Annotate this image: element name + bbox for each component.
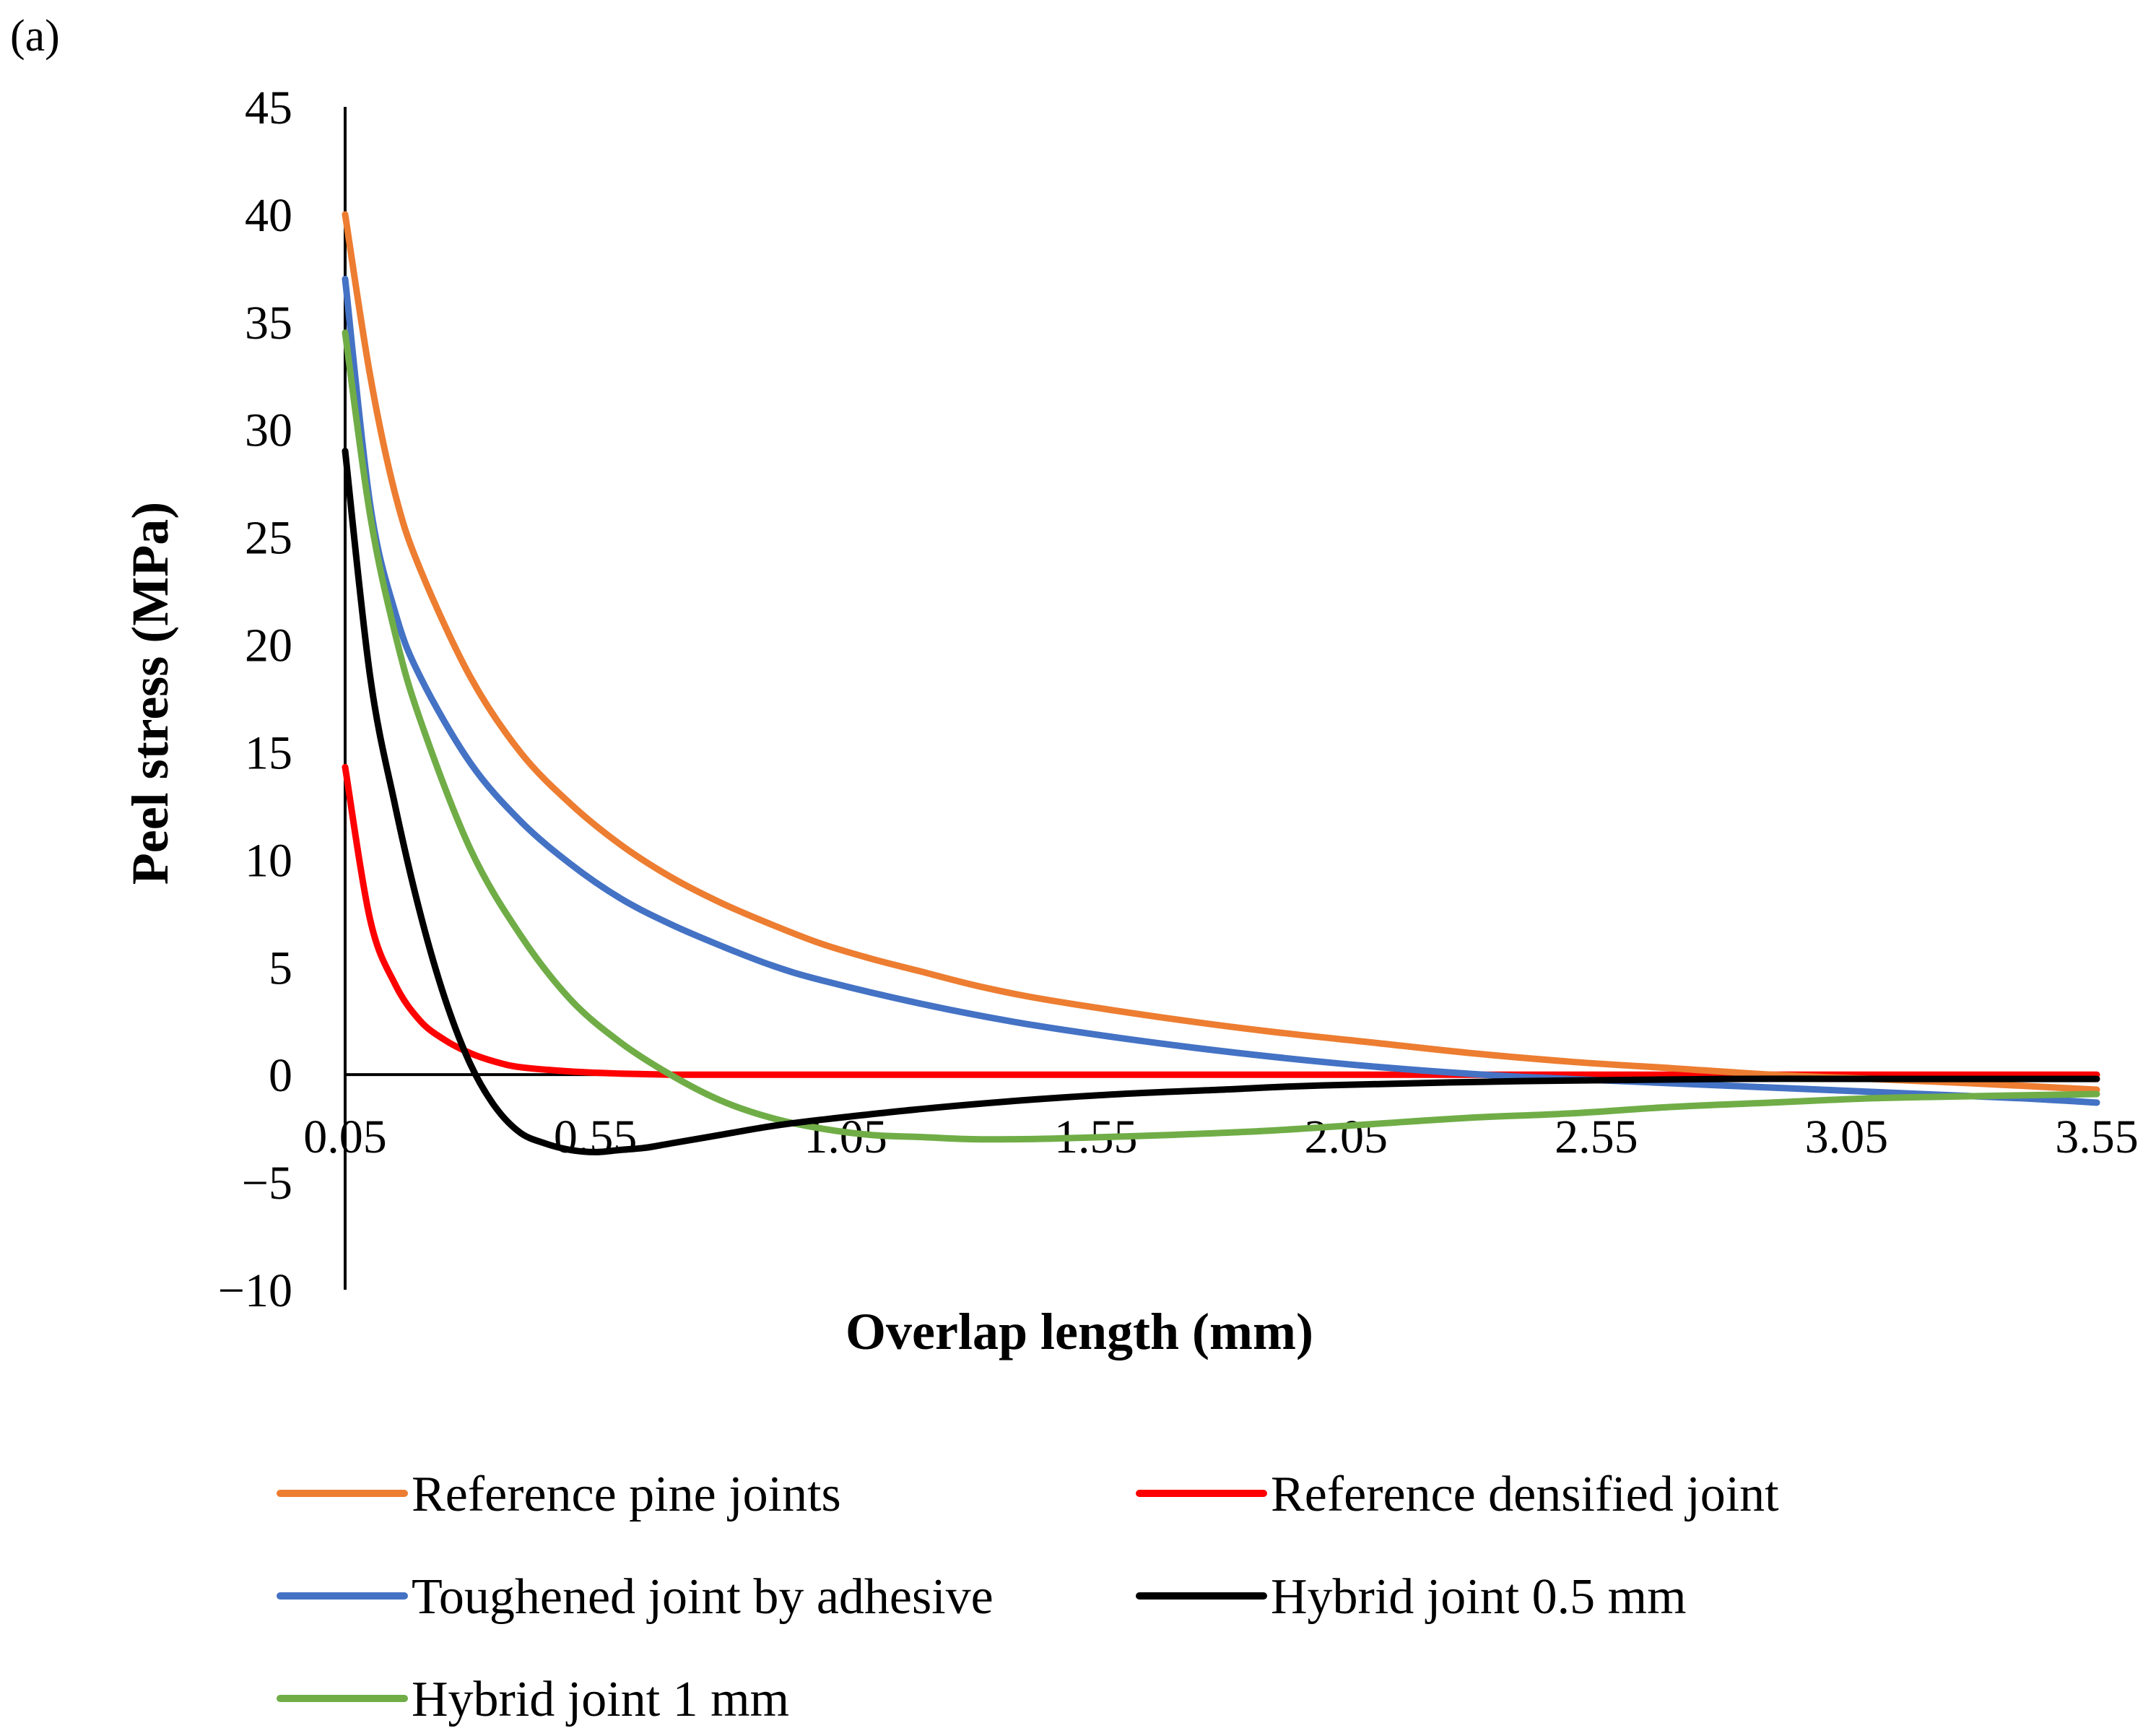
y-tick-label: −10 <box>218 1264 292 1317</box>
x-axis-title: Overlap length (mm) <box>846 1303 1313 1360</box>
y-tick-label: −5 <box>242 1157 292 1210</box>
y-axis-title: Peel stress (MPa) <box>121 502 179 885</box>
legend-item: Reference densified joint <box>1136 1467 1779 1522</box>
legend-item: Toughened joint by adhesive <box>277 1569 994 1625</box>
x-tick-label: 3.05 <box>1805 1111 1889 1163</box>
series-line-hybrid-joint-0-5-mm <box>342 448 2100 1155</box>
y-tick-label: 20 <box>245 620 292 672</box>
legend-label: Hybrid joint 0.5 mm <box>1271 1569 1687 1625</box>
legend-label: Toughened joint by adhesive <box>412 1569 994 1625</box>
y-tick-label: 0 <box>269 1049 292 1102</box>
legend-item: Hybrid joint 1 mm <box>277 1672 789 1727</box>
x-tick-labels: 0.05 0.55 1.05 1.55 2.05 2.55 3.05 3.55 <box>303 1111 2139 1163</box>
y-tick-labels: 45 40 35 30 25 20 15 10 5 0 −5 −10 <box>218 82 292 1317</box>
x-tick-label: 2.05 <box>1305 1111 1388 1163</box>
series-line-hybrid-joint-1-mm <box>342 329 2100 1143</box>
y-tick-label: 40 <box>245 189 292 242</box>
panel-label: (a) <box>10 12 60 61</box>
series-lines <box>342 211 2100 1155</box>
legend-item: Reference pine joints <box>277 1467 841 1522</box>
legend: Reference pine joints Reference densified… <box>277 1467 1779 1727</box>
legend-label: Hybrid joint 1 mm <box>412 1672 789 1727</box>
series-line-toughened-joint-by-adhesive <box>342 275 2100 1106</box>
x-tick-label: 3.55 <box>2055 1111 2139 1163</box>
y-tick-label: 35 <box>245 297 292 350</box>
series-line-reference-pine-joints <box>342 211 2100 1093</box>
y-tick-label: 5 <box>269 942 292 994</box>
y-tick-label: 15 <box>245 726 292 779</box>
legend-label: Reference pine joints <box>412 1467 841 1522</box>
y-tick-label: 45 <box>245 82 292 134</box>
legend-label: Reference densified joint <box>1271 1467 1779 1522</box>
x-tick-label: 2.55 <box>1555 1111 1638 1163</box>
y-tick-label: 25 <box>245 512 292 565</box>
y-tick-label: 10 <box>245 834 292 887</box>
x-tick-label: 0.55 <box>554 1111 638 1163</box>
legend-item: Hybrid joint 0.5 mm <box>1136 1569 1687 1625</box>
y-tick-label: 30 <box>245 404 292 457</box>
series-line-reference-densified-joint <box>342 763 2100 1078</box>
